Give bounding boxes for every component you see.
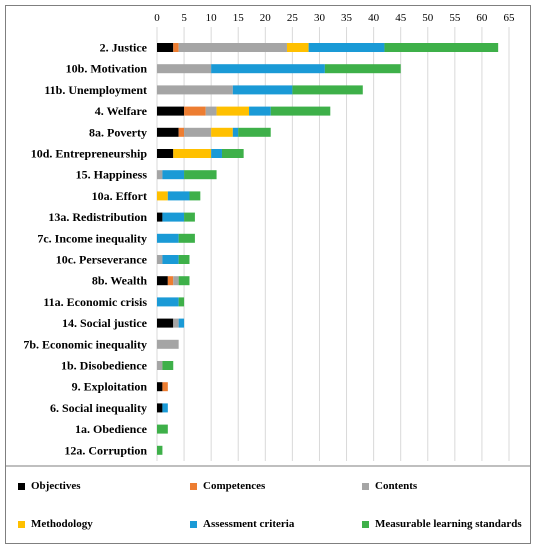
category-label: 14. Social justice [62,316,148,330]
category-label: 15. Happiness [76,168,148,182]
category-label: 8a. Poverty [89,125,147,139]
bar-segment-competences [184,106,206,116]
bar-segment-methodology [216,106,250,116]
x-tick-label: 55 [449,12,461,24]
category-label: 12a. Corruption [64,443,147,457]
bar-segment-assessment-criteria [162,403,168,413]
bar-segment-objectives [157,149,174,158]
category-label: 7b. Economic inequality [23,337,147,351]
bar-segment-assessment-criteria [232,127,239,137]
bar-segment-contents [157,361,163,370]
x-tick-label: 50 [422,12,434,24]
bar-segment-assessment-criteria [249,106,271,116]
category-label: 2. Justice [100,41,148,55]
bar-segment-competences [162,382,168,392]
category-label: 10c. Perseverance [56,253,148,267]
bar-segment-measurable-learning-standards [238,127,271,137]
category-label: 9. Exploitation [72,380,148,394]
bar-segment-assessment-criteria [162,170,185,180]
bar-segment-assessment-criteria [232,85,293,95]
bar-segment-contents [173,276,179,286]
bar-segment-assessment-criteria [162,212,185,222]
x-tick-label: 45 [395,12,407,24]
bar-segment-measurable-learning-standards [184,170,217,180]
bar-segment-contents [157,85,233,95]
bar-segment-measurable-learning-standards [221,149,244,158]
bar-segment-measurable-learning-standards [178,233,195,243]
bar-segment-assessment-criteria [211,64,325,74]
category-label: 11a. Economic crisis [43,295,147,309]
bar-segment-contents [178,43,287,52]
x-tick-label: 15 [233,12,245,24]
bar-segment-measurable-learning-standards [178,255,190,264]
chart-frame [5,5,531,544]
category-label: 10d. Entrepreneurship [31,147,148,161]
category-label: 4. Welfare [95,104,148,118]
x-tick-label: 25 [287,12,299,24]
bar-segment-methodology [157,191,168,201]
bar-segment-objectives [157,127,179,137]
bar-segment-assessment-criteria [157,297,179,307]
bar-segment-objectives [157,276,168,286]
bar-segment-objectives [157,382,163,392]
category-label: 8b. Wealth [92,274,147,288]
x-tick-label: 35 [341,12,353,24]
bar-segment-assessment-criteria [211,149,222,158]
bar-segment-measurable-learning-standards [270,106,331,116]
bar-segment-contents [173,318,179,328]
x-tick-label: 30 [314,12,326,24]
category-label: 10b. Motivation [66,62,148,76]
x-tick-label: 40 [368,12,380,24]
bar-segment-measurable-learning-standards [157,445,163,455]
bar-segment-contents [184,127,212,137]
x-tick-label: 65 [504,12,516,24]
category-label: 1a. Obedience [75,422,148,436]
bar-segment-objectives [157,43,174,52]
x-tick-label: 60 [476,12,488,24]
bar-segment-contents [157,64,212,74]
bar-segment-methodology [211,127,233,137]
category-label: 11b. Unemployment [44,83,147,97]
bar-segment-measurable-learning-standards [157,424,168,434]
x-tick-label: 10 [206,12,218,24]
bar-segment-measurable-learning-standards [178,276,190,286]
bar-segment-measurable-learning-standards [292,85,363,95]
bar-segment-measurable-learning-standards [178,297,185,307]
bar-segment-measurable-learning-standards [184,212,195,222]
bar-segment-competences [167,276,174,286]
category-label: 1b. Disobedience [61,359,148,373]
bar-segment-measurable-learning-standards [189,191,201,201]
category-label: 7c. Income inequality [37,231,147,245]
bar-segment-competences [178,127,185,137]
x-tick-label: 5 [181,12,187,24]
bar-segment-assessment-criteria [308,43,385,52]
bar-segment-objectives [157,212,163,222]
bar-segment-objectives [157,106,185,116]
category-label: 6. Social inequality [50,401,147,415]
x-tick-label: 0 [154,12,160,24]
bar-segment-measurable-learning-standards [324,64,401,74]
bar-segment-measurable-learning-standards [384,43,499,52]
bar-segment-contents [157,170,163,180]
category-label: 13a. Redistribution [48,210,147,224]
x-tick-label: 20 [260,12,272,24]
bar-segment-contents [157,255,163,264]
bar-segment-assessment-criteria [157,233,179,243]
bar-segment-methodology [286,43,309,52]
bar-segment-measurable-learning-standards [162,361,174,370]
category-label: 10a. Effort [92,189,147,203]
bar-segment-contents [157,339,179,349]
bar-segment-methodology [173,149,212,158]
bar-segment-contents [205,106,217,116]
bar-segment-assessment-criteria [162,255,179,264]
bar-segment-competences [173,43,179,52]
bar-segment-assessment-criteria [167,191,190,201]
bar-segment-objectives [157,318,174,328]
bar-segment-objectives [157,403,163,413]
bar-segment-assessment-criteria [178,318,185,328]
